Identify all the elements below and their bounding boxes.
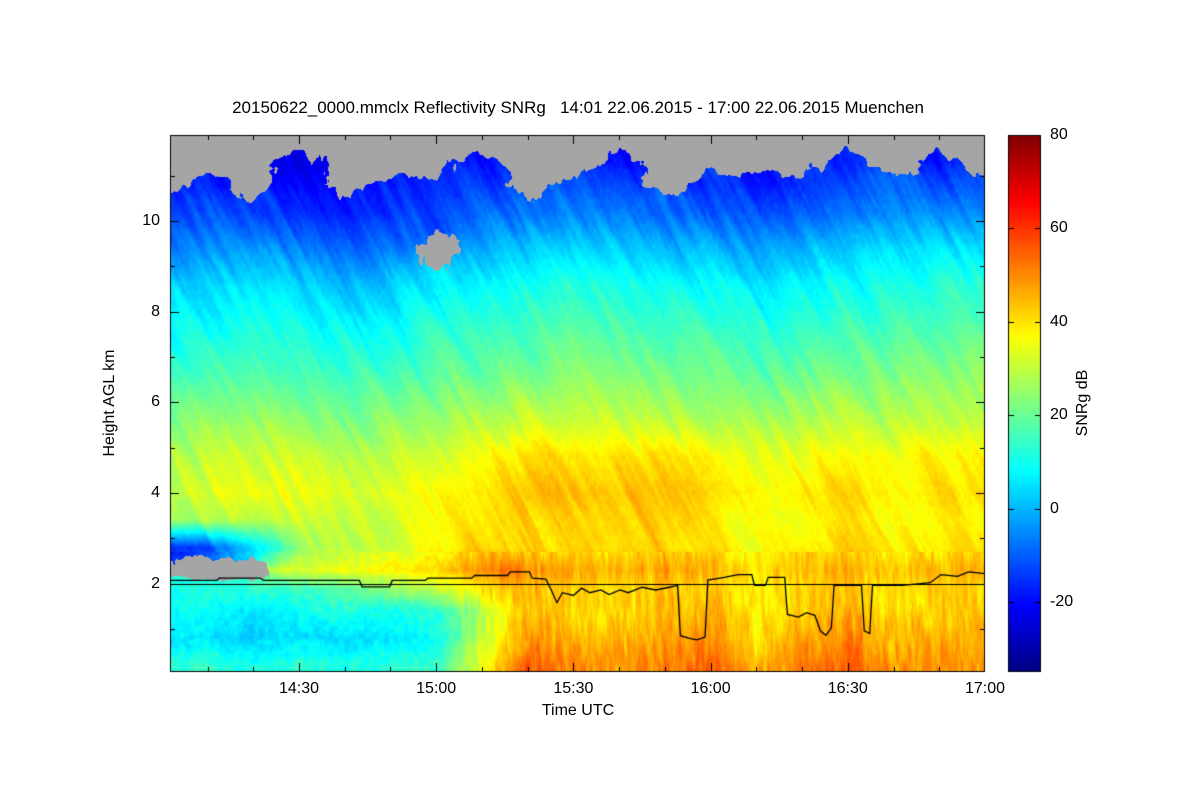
radar-time-height-figure: 20150622_0000.mmclx Reflectivity SNRg 14… (0, 0, 1200, 800)
heatmap-canvas (0, 0, 1200, 800)
